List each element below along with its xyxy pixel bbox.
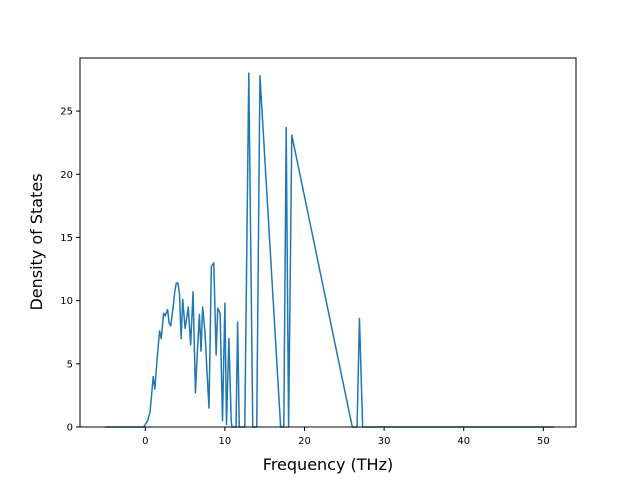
series-line <box>105 72 554 428</box>
ticks: 0 10 20 30 40 50 0 5 10 15 20 25 <box>60 107 549 447</box>
x-tick-label: 0 <box>142 436 148 447</box>
y-tick-label: 5 <box>67 359 73 370</box>
plot-background <box>80 58 576 427</box>
x-tick-label: 50 <box>537 436 550 447</box>
x-axis-label: Frequency (THz) <box>263 455 393 474</box>
y-tick-label: 15 <box>60 233 73 244</box>
plot-frame <box>79 57 577 428</box>
x-tick-label: 30 <box>378 436 391 447</box>
y-tick-label: 0 <box>67 423 73 434</box>
x-tick-label: 20 <box>298 436 311 447</box>
y-tick-label: 25 <box>60 107 73 118</box>
y-tick-label: 10 <box>60 296 73 307</box>
y-tick-label: 20 <box>60 170 73 181</box>
series-group <box>105 72 554 428</box>
y-axis-label: Density of States <box>27 173 46 310</box>
x-tick-label: 40 <box>457 436 470 447</box>
x-tick-label: 10 <box>219 436 232 447</box>
